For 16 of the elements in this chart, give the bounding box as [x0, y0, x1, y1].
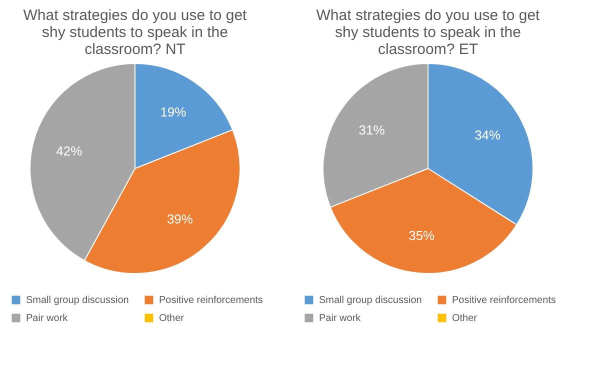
legend-label: Pair work: [26, 313, 69, 324]
legend-label: Small group discussion: [319, 295, 422, 306]
chart-title: What strategies do you use to get shy students to speak in the classroom? NT: [23, 7, 248, 58]
legend-label: Small group discussion: [26, 295, 129, 306]
legend-label: Positive reinforcements: [159, 295, 263, 306]
data-label: 19%: [160, 104, 187, 120]
legend-label: Pair work: [319, 313, 362, 324]
data-label: 31%: [358, 122, 386, 138]
data-label: 39%: [166, 212, 194, 227]
legend-label: Other: [452, 313, 478, 324]
data-label: 35%: [408, 228, 436, 244]
data-label: 42%: [56, 144, 83, 159]
data-label: 34%: [474, 128, 502, 143]
chart-title: What strategies do you use to get shy students to speak in the classroom? ET: [316, 7, 541, 58]
legend-label: Other: [159, 313, 185, 324]
legend-label: Positive reinforcements: [452, 295, 556, 306]
